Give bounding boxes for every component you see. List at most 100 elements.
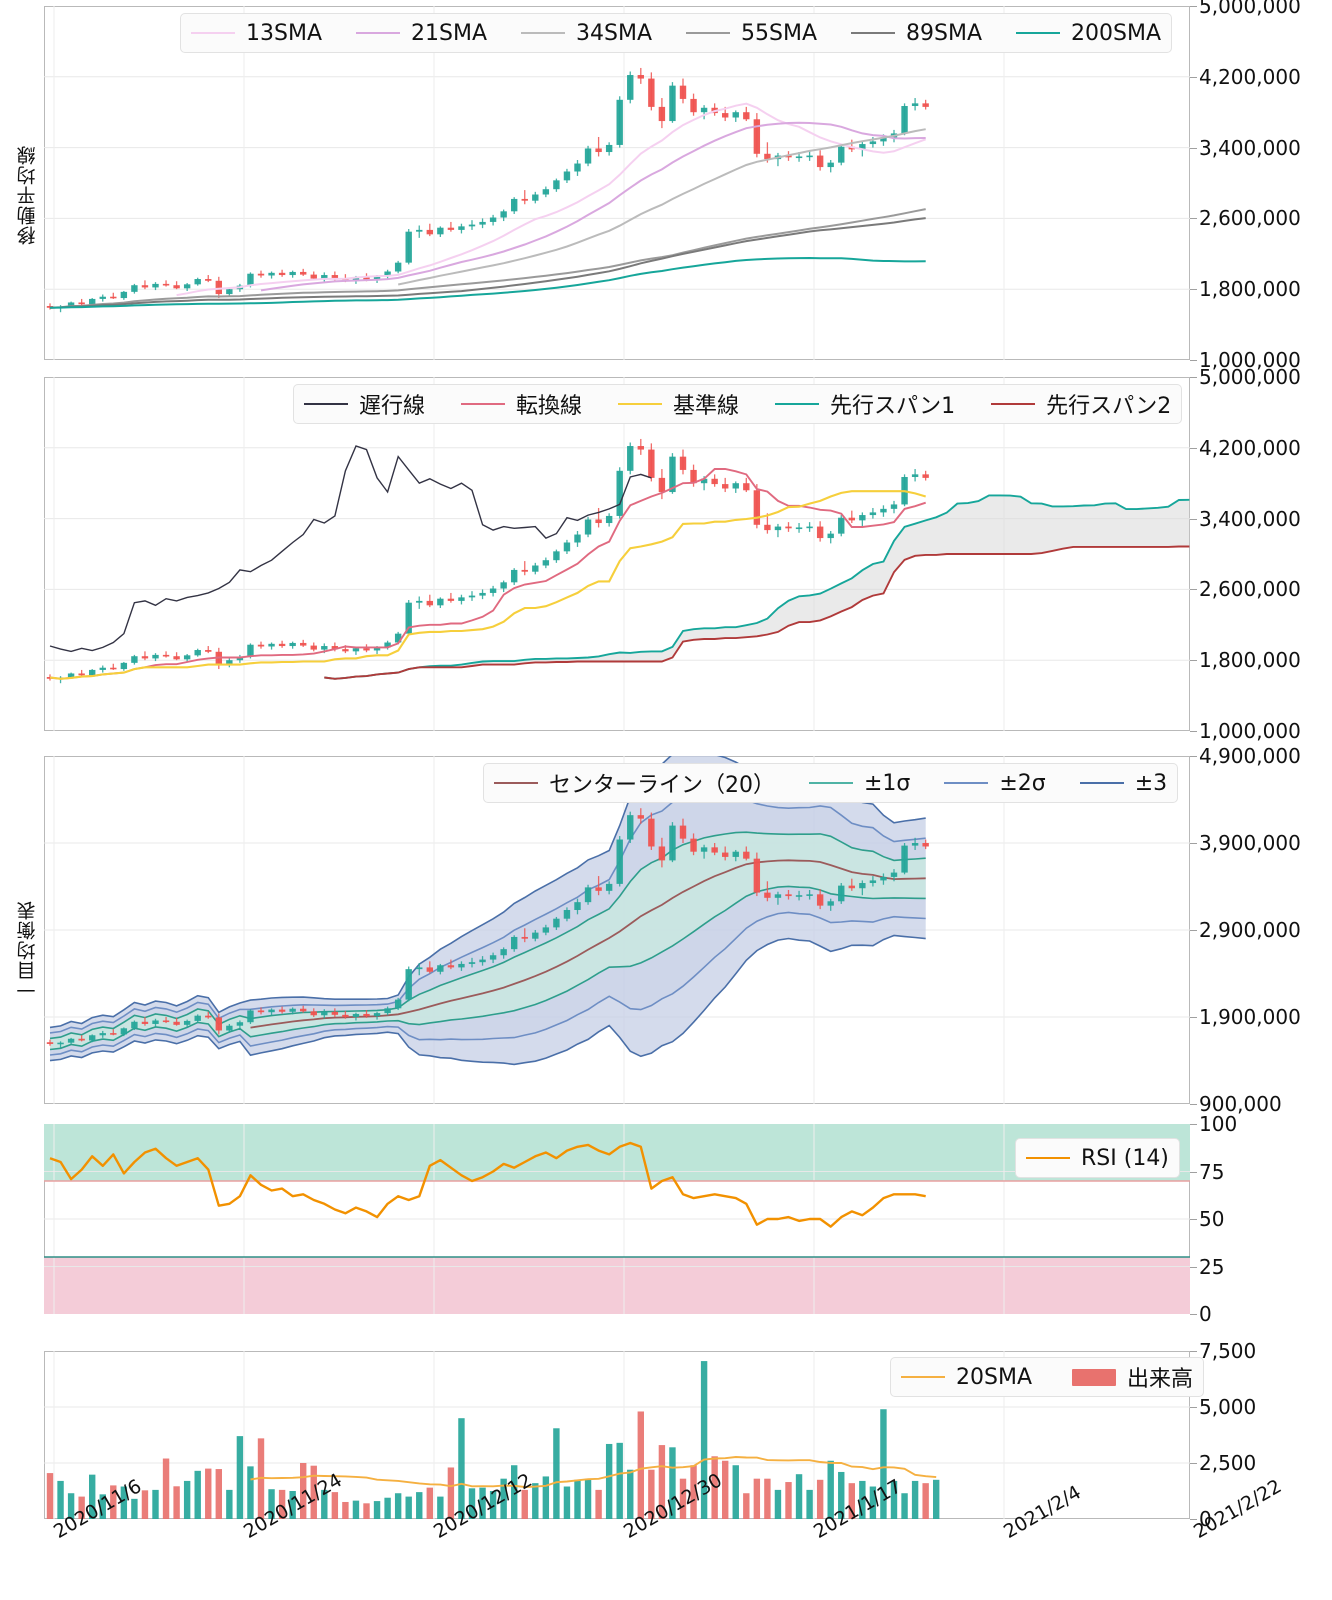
legend-rsi[interactable]: RSI (14) <box>1015 1138 1180 1178</box>
y-axis-tick-mark <box>1190 1314 1197 1315</box>
panel-moving-average: 移動平均線 13SMA 21SMA 34SMA 55SMA 89SMA 200SMA 5,… <box>0 0 1332 372</box>
y-axis-tick-label: 2,600,000 <box>1199 577 1301 602</box>
legend-item-label: 34SMA <box>576 20 652 46</box>
y-axis-tick-label: 3,400,000 <box>1199 506 1301 531</box>
y-axis-tick-mark <box>1190 1104 1197 1105</box>
y-axis-tick-mark <box>1190 1351 1197 1352</box>
y-axis-tick-label: 1,000,000 <box>1199 348 1301 372</box>
legend-item-55SMA[interactable]: 55SMA <box>686 21 817 46</box>
legend-item-label: 先行スパン1 <box>830 394 956 419</box>
y-axis-tick-mark <box>1190 589 1197 591</box>
y-axis-tick-label: 7,500 <box>1199 1339 1257 1363</box>
legend-item-先行スパン1[interactable]: 先行スパン1 <box>775 388 955 420</box>
y-axis-tick-mark <box>1190 377 1197 378</box>
y-axis-tick-mark <box>1190 930 1197 931</box>
legend-line-icon <box>1079 782 1124 784</box>
y-axis-tick-label: 0 <box>1199 1302 1212 1326</box>
legend-item-89SMA[interactable]: 89SMA <box>851 21 982 46</box>
y-axis-tick-label: 50 <box>1199 1207 1225 1231</box>
y-axis-tick-mark <box>1190 518 1197 520</box>
y-axis-tick-label: 2,900,000 <box>1199 918 1301 942</box>
y-axis-tick-label: 25 <box>1199 1254 1225 1279</box>
y-axis-tick-label: 4,900,000 <box>1199 744 1301 768</box>
legend-bollinger[interactable]: センターライン（20） ±1σ ±2σ ±3 <box>483 763 1179 803</box>
legend-line-icon <box>991 403 1036 405</box>
y-axis-tick-mark <box>1190 1463 1197 1464</box>
legend-sma[interactable]: 13SMA 21SMA 34SMA 55SMA 89SMA 200SMA <box>180 13 1172 53</box>
y-axis-tick-label: 5,000 <box>1199 1395 1257 1419</box>
y-axis-tick-mark <box>1190 1266 1197 1268</box>
legend-item-±2σ[interactable]: ±2σ <box>944 770 1046 796</box>
plot-area-sma <box>44 6 1190 360</box>
y-axis-tick-mark <box>1190 1519 1197 1520</box>
y-axis-tick-label: 900,000 <box>1199 1092 1282 1116</box>
legend-item-label: 55SMA <box>741 20 817 46</box>
y-axis-tick-label: 2,500 <box>1199 1451 1257 1475</box>
ichimoku-canvas <box>44 377 1190 731</box>
y-axis-tick-mark <box>1190 76 1197 78</box>
y-axis-tick-label: 5,000,000 <box>1199 0 1301 18</box>
legend-item-20SMA[interactable]: 20SMA <box>901 1365 1032 1390</box>
legend-line-icon <box>851 32 895 34</box>
legend-item-label: 200SMA <box>1071 20 1161 46</box>
legend-item-±3[interactable]: ±3 <box>1079 770 1168 796</box>
legend-ichimoku[interactable]: 遅行線 転換線 基準線 先行スパン1 先行スパン2 <box>293 384 1183 424</box>
legend-item-label: 出来高 <box>1127 1367 1194 1392</box>
legend-item-RSI (14)[interactable]: RSI (14) <box>1026 1146 1169 1171</box>
panel-axis-label-sma: 移動平均線 <box>16 145 39 245</box>
legend-line-icon <box>809 782 853 784</box>
y-axis-tick-mark <box>1190 731 1197 732</box>
y-axis-tick-label: 4,200,000 <box>1199 435 1301 460</box>
legend-item-21SMA[interactable]: 21SMA <box>356 21 487 46</box>
y-axis-tick-mark <box>1190 660 1197 662</box>
legend-line-icon <box>618 403 663 405</box>
legend-item-200SMA[interactable]: 200SMA <box>1016 21 1161 46</box>
legend-item-label: 遅行線 <box>359 394 426 419</box>
legend-item-label: ±3 <box>1134 770 1168 796</box>
legend-item-label: 転換線 <box>516 394 583 419</box>
legend-item-label: 基準線 <box>673 394 740 419</box>
legend-item-先行スパン2[interactable]: 先行スパン2 <box>991 388 1171 420</box>
legend-item-遅行線[interactable]: 遅行線 <box>304 388 425 420</box>
y-axis-tick-mark <box>1190 289 1197 291</box>
legend-line-icon <box>356 32 400 34</box>
legend-item-基準線[interactable]: 基準線 <box>618 388 739 420</box>
y-axis-tick-label: 100 <box>1199 1112 1238 1136</box>
y-axis-tick-label: 3,400,000 <box>1199 135 1301 160</box>
y-axis-tick-mark <box>1190 1219 1197 1220</box>
y-axis-tick-mark <box>1190 1407 1197 1408</box>
legend-item-label: 先行スパン2 <box>1046 394 1172 419</box>
y-axis-tick-mark <box>1190 1124 1197 1125</box>
legend-item-出来高[interactable]: 出来高 <box>1072 1361 1193 1393</box>
panel-bollinger: ボリンジャーバンド センターライン（20）±1σ±2σ±3 4,900,0003… <box>0 740 1332 1116</box>
legend-line-icon <box>944 782 989 784</box>
legend-item-±1σ[interactable]: ±1σ <box>809 771 910 796</box>
legend-item-センターライン（20）[interactable]: センターライン（20） <box>494 767 775 799</box>
y-axis-tick-label: 3,900,000 <box>1199 831 1301 855</box>
y-axis-tick-mark <box>1190 6 1197 7</box>
legend-item-13SMA[interactable]: 13SMA <box>191 21 322 46</box>
sma-canvas <box>44 6 1190 360</box>
y-axis-tick-label: 2,600,000 <box>1199 206 1301 231</box>
y-axis-tick-mark <box>1190 1017 1197 1018</box>
legend-volume[interactable]: 20SMA 出来高 <box>890 1357 1205 1397</box>
legend-item-34SMA[interactable]: 34SMA <box>521 21 652 46</box>
y-axis-tick-mark <box>1190 756 1197 757</box>
y-axis-tick-label: 4,200,000 <box>1199 64 1301 89</box>
legend-line-icon <box>461 403 506 405</box>
y-axis-tick-label: 1,800,000 <box>1199 648 1301 673</box>
y-axis-tick-mark <box>1190 1171 1197 1173</box>
y-axis-tick-label: 5,000,000 <box>1199 365 1301 389</box>
legend-item-label: ±1σ <box>864 770 911 796</box>
legend-line-icon <box>901 1376 945 1378</box>
y-axis-tick-label: 1,900,000 <box>1199 1005 1301 1029</box>
legend-item-label: RSI (14) <box>1081 1145 1169 1171</box>
y-axis-tick-mark <box>1190 360 1197 361</box>
legend-line-icon <box>1016 32 1060 34</box>
legend-item-label: ±2σ <box>999 770 1046 796</box>
legend-item-転換線[interactable]: 転換線 <box>461 388 582 420</box>
legend-swatch-icon <box>1072 1368 1116 1386</box>
